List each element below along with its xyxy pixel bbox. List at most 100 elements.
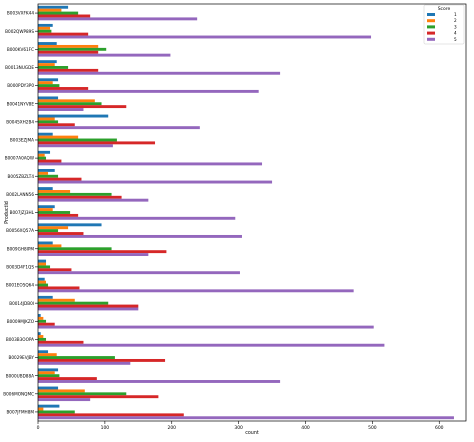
y-tick-label: B003D4F1QS: [6, 264, 34, 269]
bar-B002QWP89S-score-1: [38, 23, 53, 27]
bar-B0045XH2B4-score-2: [38, 117, 55, 121]
bar-B006MONQMC-score-3: [38, 392, 127, 396]
legend-title: Score: [438, 6, 451, 12]
bar-B0009MJKZO-score-3: [38, 319, 47, 323]
bar-B003EZJMA-score-3: [38, 138, 117, 142]
bar-B005ZBZLT4-score-2: [38, 171, 49, 175]
y-tick-label: B002LANN56: [6, 192, 34, 197]
legend-label-5: 5: [454, 37, 457, 42]
bar-B003EZJMA-score-5: [38, 144, 113, 148]
bar-B009GH8IPM-score-3: [38, 247, 112, 251]
y-axis-label: ProductId: [4, 201, 10, 224]
bar-B000KV61FC-score-5: [38, 53, 171, 57]
legend-label-1: 1: [454, 12, 457, 17]
bar-B002LANN56-score-1: [38, 187, 53, 191]
bar-B002QWP89S-score-2: [38, 26, 51, 30]
bar-B000UBD88A-score-5: [38, 380, 281, 383]
bar-B0014JDB0I-score-3: [38, 301, 109, 305]
bar-B0013NUGDE-score-2: [38, 63, 55, 67]
bar-B005ZBZLT4-score-1: [38, 168, 55, 172]
bar-B0013NUGDE-score-1: [38, 60, 57, 64]
bar-B006MONQMC-score-2: [38, 389, 85, 393]
bar-B0056XQ57A-score-4: [38, 232, 84, 235]
bar-B0056XQ57A-score-3: [38, 229, 59, 233]
bar-B0013NUGDE-score-4: [38, 68, 99, 72]
bar-B003EZJMA-score-2: [38, 135, 79, 139]
bar-B000UBD88A-score-2: [38, 371, 55, 375]
x-tick-label: 100: [101, 425, 110, 431]
x-tick-label: 0: [37, 425, 40, 431]
bar-B0056XQ57A-score-1: [38, 223, 102, 227]
y-tick-label: B0041NYV8E: [7, 101, 35, 106]
legend-swatch-1: [427, 13, 435, 16]
y-tick-label: B000KV61FC: [7, 47, 34, 52]
bar-B001EO5Q64-score-5: [38, 289, 354, 293]
bar-B000PDY3P0-score-5: [38, 89, 259, 93]
bar-B0056XQ57A-score-5: [38, 234, 242, 238]
bar-B0045XH2B4-score-4: [38, 123, 75, 127]
bar-B0041NYV8E-score-2: [38, 99, 95, 103]
bar-B0029EVJBY-score-2: [38, 353, 57, 357]
y-tick-label: B003B3OOPA: [6, 337, 34, 342]
bar-B000PDY3P0-score-2: [38, 81, 53, 85]
bar-B001EO5Q64-score-4: [38, 286, 80, 290]
y-tick-label: B001EO5Q64: [6, 283, 34, 288]
bar-B0045XH2B4-score-3: [38, 120, 59, 124]
y-tick-label: B0056XQ57A: [6, 228, 34, 233]
bar-B003EZJMA-score-1: [38, 132, 53, 136]
bar-B003VXFK44-score-1: [38, 5, 69, 9]
bar-B009GH8IPM-score-2: [38, 244, 62, 248]
legend-label-3: 3: [454, 24, 457, 29]
y-tick-label: B007JFMH8M: [6, 410, 34, 415]
legend-swatch-5: [427, 37, 435, 41]
bar-B000PDY3P0-score-1: [38, 78, 59, 82]
bar-B007JZJ3HL-score-5: [38, 216, 236, 220]
y-tick-label: B009GH8IPM: [7, 246, 35, 251]
bar-B007JFMH8M-score-2: [38, 407, 44, 411]
y-tick-label: B0045XH2B4: [6, 119, 34, 124]
bar-B007JZJ3HL-score-4: [38, 213, 79, 217]
bar-B000PDY3P0-score-3: [38, 84, 60, 88]
y-tick-label: B0013NUGDE: [5, 65, 34, 70]
bar-B002LANN56-score-3: [38, 192, 112, 196]
bar-B0007A0AQW-score-4: [38, 159, 62, 163]
bar-B003VXFK44-score-3: [38, 11, 79, 15]
y-tick-label: B000UBD88A: [6, 373, 34, 378]
x-tick-label: 300: [234, 425, 243, 431]
legend-swatch-3: [427, 25, 435, 29]
bar-B007JFMH8M-score-3: [38, 410, 75, 414]
bar-B009GH8IPM-score-5: [38, 253, 149, 257]
y-tick-label: B0029EVJBY: [9, 355, 35, 360]
bar-B003B3OOPA-score-4: [38, 340, 84, 344]
bar-B003B3OOPA-score-1: [38, 332, 41, 336]
bar-B0009MJKZO-score-1: [38, 314, 41, 317]
bar-B0041NYV8E-score-4: [38, 105, 127, 109]
bar-B000UBD88A-score-4: [38, 377, 97, 381]
bar-B000KV61FC-score-1: [38, 42, 57, 45]
bar-B002QWP89S-score-4: [38, 32, 89, 36]
y-tick-label: B002QWP89S: [5, 29, 34, 34]
legend-swatch-2: [427, 19, 435, 23]
bar-B002QWP89S-score-3: [38, 29, 52, 33]
bar-B002LANN56-score-4: [38, 195, 122, 199]
bar-B003VXFK44-score-4: [38, 14, 91, 18]
bar-B0056XQ57A-score-2: [38, 226, 69, 230]
bar-B000KV61FC-score-3: [38, 47, 107, 51]
bar-B0029EVJBY-score-4: [38, 358, 166, 362]
bar-B0009MJKZO-score-5: [38, 325, 374, 329]
y-tick-label: B000PDY3P0: [7, 83, 34, 88]
y-tick-label: B006MONQMC: [3, 391, 34, 396]
bar-B005ZBZLT4-score-5: [38, 180, 273, 184]
bar-B003VXFK44-score-2: [38, 8, 62, 12]
plot-frame: [37, 3, 467, 422]
bar-B005ZBZLT4-score-3: [38, 174, 59, 178]
bar-B002LANN56-score-5: [38, 198, 149, 202]
bar-B0013NUGDE-score-3: [38, 66, 69, 69]
bar-B002LANN56-score-2: [38, 190, 71, 193]
legend-label-2: 2: [454, 18, 457, 23]
bar-B009GH8IPM-score-4: [38, 250, 167, 254]
y-tick-label: B003EZJMA: [10, 138, 34, 143]
bar-B007JFMH8M-score-1: [38, 404, 60, 408]
bar-B0009MJKZO-score-4: [38, 322, 55, 326]
bar-B003D4F1QS-score-1: [38, 259, 47, 263]
